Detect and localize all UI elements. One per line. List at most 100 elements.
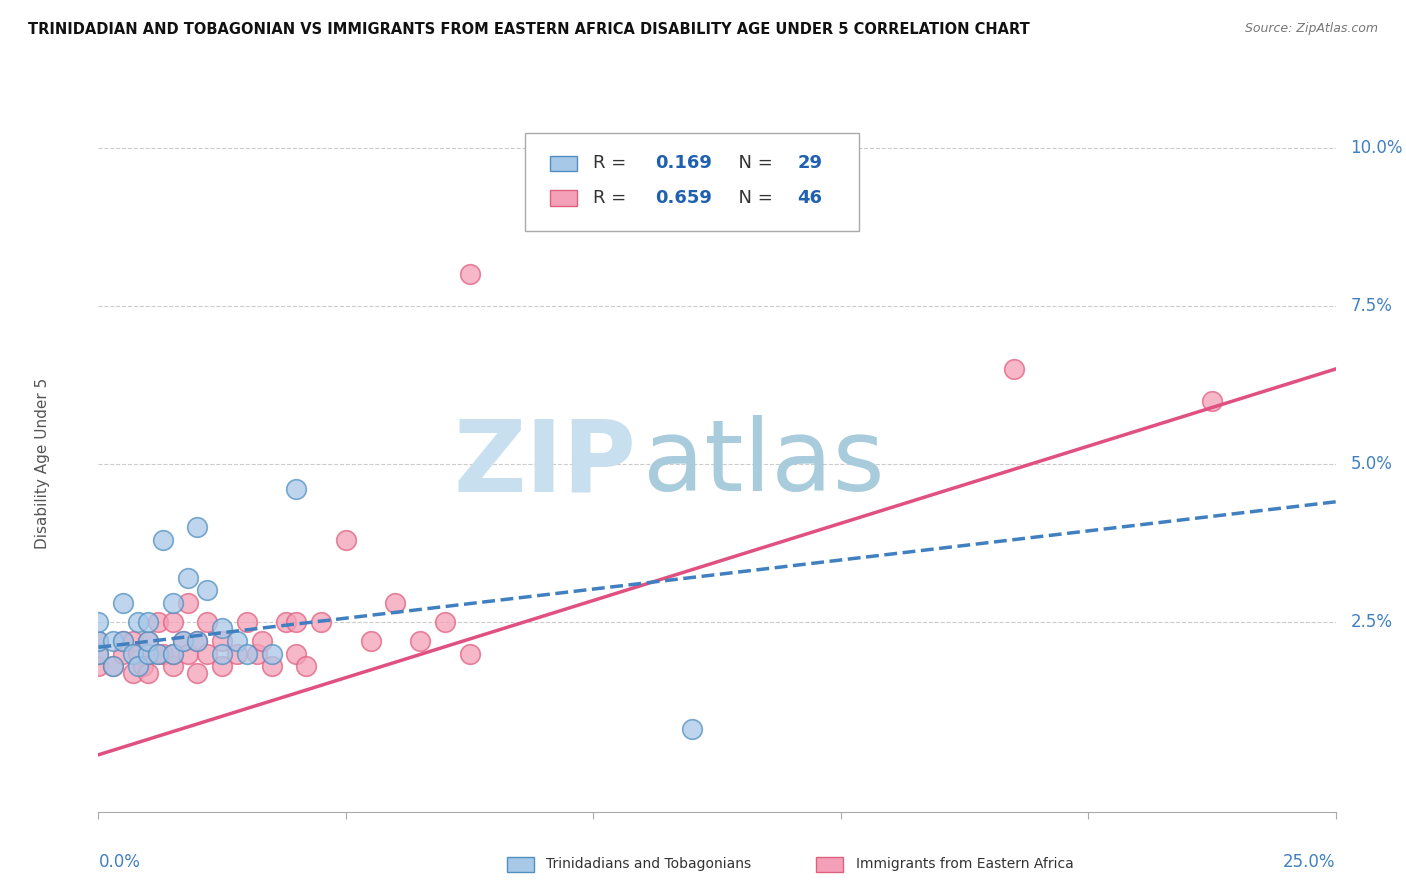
Point <box>236 647 259 661</box>
Point <box>335 533 357 547</box>
Text: 0.0%: 0.0% <box>98 854 141 871</box>
Point <box>285 647 308 661</box>
Point <box>186 634 208 648</box>
Point <box>458 647 481 661</box>
Text: R =: R = <box>593 154 633 172</box>
Point <box>127 659 149 673</box>
Point <box>162 659 184 673</box>
Point <box>260 647 283 661</box>
Point <box>195 615 218 629</box>
Point <box>285 482 308 496</box>
Point <box>295 659 318 673</box>
Point <box>384 596 406 610</box>
Point <box>112 596 135 610</box>
Point <box>112 634 135 648</box>
Text: 0.169: 0.169 <box>655 154 711 172</box>
Text: R =: R = <box>593 189 633 207</box>
Point <box>211 647 233 661</box>
Point <box>195 583 218 598</box>
FancyBboxPatch shape <box>506 857 534 872</box>
Text: Immigrants from Eastern Africa: Immigrants from Eastern Africa <box>856 857 1073 871</box>
Text: 25.0%: 25.0% <box>1284 854 1336 871</box>
Text: 5.0%: 5.0% <box>1351 455 1392 473</box>
Point <box>152 533 174 547</box>
Point <box>260 659 283 673</box>
Text: Disability Age Under 5: Disability Age Under 5 <box>35 378 51 549</box>
Text: N =: N = <box>727 154 779 172</box>
FancyBboxPatch shape <box>550 155 578 171</box>
Point <box>152 647 174 661</box>
Point <box>409 634 432 648</box>
Text: atlas: atlas <box>643 416 884 512</box>
Point <box>112 647 135 661</box>
Text: Source: ZipAtlas.com: Source: ZipAtlas.com <box>1244 22 1378 36</box>
Point <box>246 647 269 661</box>
Point <box>1002 362 1025 376</box>
Point <box>176 596 198 610</box>
Point <box>172 634 194 648</box>
Point <box>122 665 145 680</box>
Point <box>250 634 273 648</box>
Point <box>87 634 110 648</box>
Point <box>87 659 110 673</box>
Point <box>176 647 198 661</box>
Point <box>87 615 110 629</box>
Point <box>176 571 198 585</box>
Point <box>285 615 308 629</box>
Text: 10.0%: 10.0% <box>1351 138 1403 157</box>
Text: 2.5%: 2.5% <box>1351 613 1392 631</box>
Point <box>127 647 149 661</box>
Point <box>236 615 259 629</box>
Point <box>162 615 184 629</box>
Point <box>186 520 208 534</box>
Text: 46: 46 <box>797 189 823 207</box>
Point <box>87 647 110 661</box>
FancyBboxPatch shape <box>526 134 859 231</box>
Point <box>132 659 155 673</box>
Point <box>87 647 110 661</box>
Point <box>87 634 110 648</box>
Point <box>112 634 135 648</box>
Point <box>146 647 169 661</box>
Point <box>146 615 169 629</box>
Text: N =: N = <box>727 189 779 207</box>
Text: ZIP: ZIP <box>454 416 637 512</box>
Point <box>681 723 703 737</box>
Point <box>136 615 159 629</box>
Point <box>146 647 169 661</box>
Point <box>136 634 159 648</box>
Point <box>276 615 298 629</box>
Text: 7.5%: 7.5% <box>1351 297 1392 315</box>
Point <box>136 647 159 661</box>
Point <box>309 615 332 629</box>
Point <box>1201 393 1223 408</box>
Point <box>136 665 159 680</box>
Point <box>458 267 481 281</box>
Point <box>226 647 249 661</box>
Text: TRINIDADIAN AND TOBAGONIAN VS IMMIGRANTS FROM EASTERN AFRICA DISABILITY AGE UNDE: TRINIDADIAN AND TOBAGONIAN VS IMMIGRANTS… <box>28 22 1029 37</box>
Point <box>162 647 184 661</box>
Point <box>360 634 382 648</box>
FancyBboxPatch shape <box>815 857 844 872</box>
Point <box>186 665 208 680</box>
Point <box>172 634 194 648</box>
Point <box>433 615 456 629</box>
Text: Trinidadians and Tobagonians: Trinidadians and Tobagonians <box>547 857 751 871</box>
Point <box>103 659 125 673</box>
Point <box>122 634 145 648</box>
Text: 0.659: 0.659 <box>655 189 711 207</box>
Point <box>127 615 149 629</box>
Point <box>211 621 233 635</box>
Point <box>211 659 233 673</box>
Point <box>195 647 218 661</box>
FancyBboxPatch shape <box>550 190 578 206</box>
Point <box>136 634 159 648</box>
Point <box>226 634 249 648</box>
Point <box>162 596 184 610</box>
Point <box>162 647 184 661</box>
Point <box>122 647 145 661</box>
Point <box>186 634 208 648</box>
Point <box>211 634 233 648</box>
Text: 29: 29 <box>797 154 823 172</box>
Point <box>103 659 125 673</box>
